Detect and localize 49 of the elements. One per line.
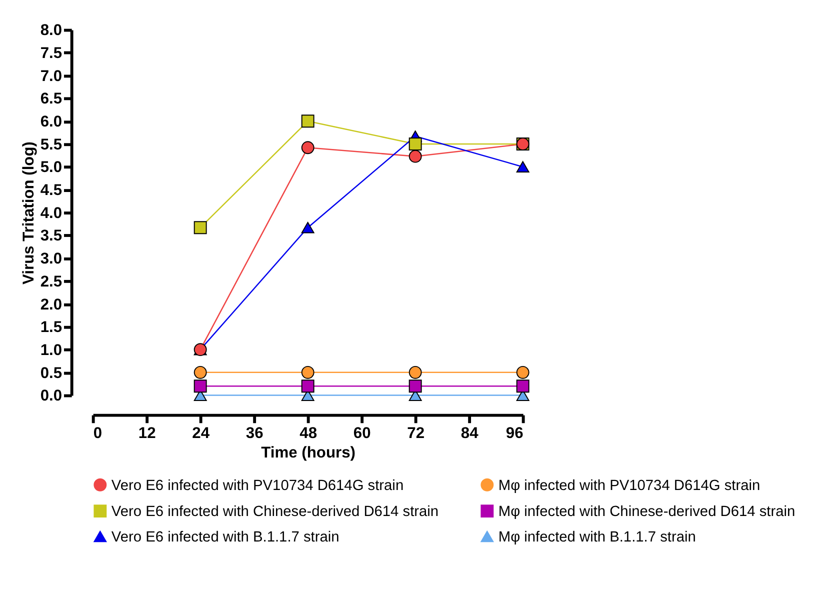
x-tick-label: 84 <box>460 424 479 442</box>
legend-label: Mφ infected with Chinese-derived D614 strain <box>498 504 796 520</box>
x-tick-label: 48 <box>300 424 318 442</box>
point <box>194 221 207 234</box>
y-tick-label: 4.5 <box>40 182 62 200</box>
y-tick-label: 1.5 <box>40 319 62 336</box>
y-tick-label: 6.5 <box>40 90 62 108</box>
x-tick-label: 0 <box>93 424 102 442</box>
legend-label: Mφ infected with PV10734 D614G strain <box>498 478 760 494</box>
point <box>408 380 422 393</box>
y-tick-label: 7.5 <box>40 45 62 62</box>
y-tick-label: 3.5 <box>40 228 62 245</box>
point <box>301 366 314 379</box>
y-tick-label: 2.0 <box>40 296 62 314</box>
x-tick-label: 24 <box>192 424 210 442</box>
y-tick-label: 7.0 <box>40 68 62 85</box>
y-tick-label: 5.0 <box>40 159 62 176</box>
point <box>194 380 207 393</box>
legend-label: Vero E6 infected with Chinese-derived D614 strain <box>111 504 439 520</box>
legend-label: Vero E6 infected with B.1.1.7 strain <box>111 529 340 546</box>
x-tick-label: 36 <box>246 424 264 442</box>
y-tick-label: 1.0 <box>40 342 62 359</box>
y-axis-title: Virus Tritation (log) <box>20 142 38 284</box>
point <box>301 114 314 128</box>
y-tick-label: 4.0 <box>40 204 62 222</box>
point <box>194 366 207 379</box>
x-tick-label: 72 <box>407 424 425 442</box>
point <box>516 161 530 173</box>
y-tick-label: 2.5 <box>40 273 62 290</box>
point <box>408 138 422 150</box>
point <box>408 150 422 163</box>
x-tick-label: 12 <box>138 424 156 442</box>
y-tick-label: 0.5 <box>40 364 62 382</box>
x-tick-label: 96 <box>506 424 524 442</box>
legend-label: Mφ infected with B.1.1.7 strain <box>498 529 696 546</box>
point <box>301 380 314 393</box>
y-tick-label: 0.0 <box>40 388 62 405</box>
y-tick-label: 3.0 <box>40 250 62 268</box>
point <box>516 366 530 379</box>
legend-label: Vero E6 infected with PV10734 D614G strain <box>111 478 404 494</box>
y-tick-label: 8.0 <box>40 22 62 40</box>
point <box>408 366 422 379</box>
point <box>301 222 314 234</box>
y-tick-label: 5.5 <box>40 136 62 154</box>
point <box>301 141 314 154</box>
point <box>516 380 530 393</box>
x-axis-title: Time (hours) <box>261 444 356 462</box>
x-tick-label: 60 <box>353 424 372 442</box>
y-tick-label: 6.0 <box>40 114 62 131</box>
